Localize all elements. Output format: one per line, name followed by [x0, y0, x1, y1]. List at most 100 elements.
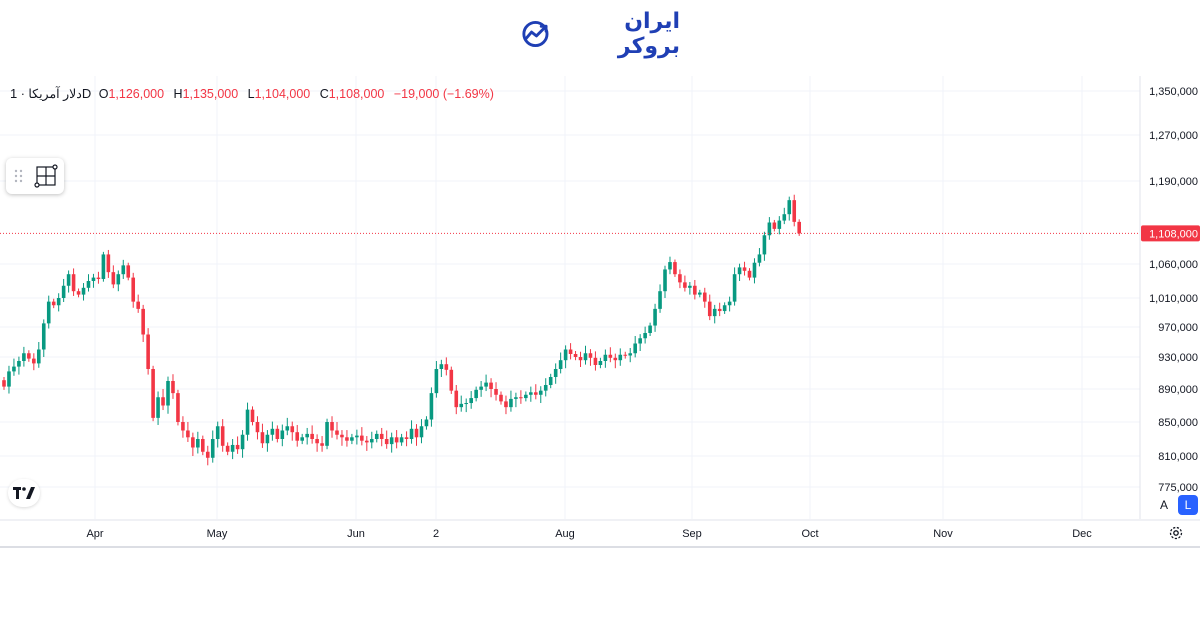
auto-scale-button[interactable]: A — [1154, 495, 1174, 515]
candle-body — [533, 392, 538, 395]
candle-body — [623, 354, 628, 356]
candle-body — [12, 366, 16, 372]
candle-body — [434, 369, 439, 394]
candle-body — [394, 437, 399, 443]
candle-body — [51, 301, 56, 306]
candle-body — [27, 353, 31, 359]
y-tick-label: 1,270,000 — [1149, 130, 1198, 142]
x-tick-label: 2 — [433, 528, 439, 540]
candle-body — [126, 265, 131, 278]
candle-body — [345, 437, 349, 441]
timeframe[interactable]: 1D — [10, 86, 92, 101]
low-label: L — [247, 87, 255, 101]
candle-body — [186, 430, 190, 438]
y-tick-label: 810,000 — [1158, 451, 1198, 463]
candle-body — [265, 434, 270, 444]
candle-body — [210, 439, 215, 458]
candle-body — [494, 389, 498, 395]
candle-body — [46, 301, 51, 324]
candle-body — [429, 393, 434, 420]
candle-body — [439, 364, 444, 369]
candle-body — [181, 422, 185, 431]
candle-body — [752, 262, 757, 278]
candle-body — [320, 443, 324, 446]
candle-body — [742, 267, 747, 271]
candle-body — [146, 334, 150, 369]
x-tick-label: Apr — [86, 528, 103, 540]
candle-body — [787, 200, 792, 215]
log-scale-button[interactable]: L — [1178, 495, 1198, 515]
candle-body — [111, 272, 116, 285]
candle-body — [449, 369, 454, 391]
candle-body — [558, 360, 563, 369]
candle-body — [355, 435, 359, 438]
candle-body — [374, 433, 379, 439]
tradingview-logo-icon[interactable] — [8, 479, 40, 507]
candle-body — [384, 439, 389, 445]
candle-body — [717, 308, 722, 312]
y-tick-label: 1,350,000 — [1149, 86, 1198, 98]
candle-body — [464, 403, 469, 405]
candle-body — [2, 380, 6, 387]
candle-body — [245, 409, 250, 435]
candle-body — [693, 285, 697, 295]
candle-body — [205, 451, 210, 458]
candle-body — [638, 338, 642, 344]
candle-body — [379, 433, 384, 439]
candle-body — [613, 357, 618, 361]
y-tick-label: 1,010,000 — [1149, 293, 1198, 305]
candle-body — [260, 432, 265, 444]
candle-body — [101, 254, 106, 279]
x-tick-label: Nov — [933, 528, 953, 540]
drawing-toolbar[interactable] — [6, 158, 64, 194]
candle-body — [424, 419, 429, 427]
candle-body — [668, 262, 672, 270]
x-tick-label: May — [207, 528, 228, 540]
candle-body — [166, 381, 170, 406]
candle-body — [797, 221, 801, 234]
candle-body — [469, 398, 473, 404]
symbol-name[interactable]: دلار آمریکا — [28, 87, 82, 101]
candle-body — [782, 214, 787, 221]
candle-body — [399, 437, 404, 443]
candle-body — [280, 430, 285, 439]
candle-body — [250, 409, 255, 422]
candle-body — [36, 349, 41, 364]
open-label: O — [98, 87, 109, 101]
gear-icon[interactable] — [1168, 525, 1184, 541]
crosshair-frame-icon[interactable] — [34, 164, 58, 188]
high-value: 1,135,000 — [182, 87, 239, 101]
candle-body — [509, 398, 513, 408]
candle-body — [673, 262, 677, 275]
candle-body — [295, 432, 300, 441]
candle-body — [762, 235, 767, 255]
chart-canvas[interactable]: Apr May Jun 2 Aug Sep Oct Nov Dec 1,350,000 1,270,… — [0, 72, 1200, 548]
candle-body — [310, 433, 314, 439]
candle-body — [658, 291, 662, 309]
candle-body — [519, 397, 523, 399]
candle-body — [727, 301, 732, 306]
candle-body — [514, 397, 518, 399]
y-tick-label: 1,060,000 — [1149, 259, 1198, 271]
candle-body — [131, 277, 136, 302]
candle-body — [747, 270, 752, 278]
candle-body — [121, 265, 126, 275]
last-price-label: 1,108,000 — [1149, 228, 1198, 240]
candle-body — [772, 222, 777, 229]
candle-body — [678, 274, 682, 283]
candle-body — [71, 274, 76, 292]
candle-body — [365, 440, 369, 443]
y-tick-label: 930,000 — [1158, 352, 1198, 364]
candle-body — [325, 422, 329, 446]
candle-body — [504, 401, 508, 408]
candle-body — [32, 358, 36, 364]
candle-body — [588, 353, 593, 358]
close-value: 1,108,000 — [328, 87, 385, 101]
candle-body — [663, 269, 667, 292]
candle-body — [553, 369, 558, 377]
drag-handle-icon[interactable] — [14, 169, 24, 183]
x-tick-label: Oct — [801, 528, 818, 540]
candle-body — [255, 422, 260, 433]
candle-body — [225, 445, 230, 452]
price-chart[interactable]: Apr May Jun 2 Aug Sep Oct Nov Dec 1,350,000 1,270,… — [0, 72, 1200, 548]
